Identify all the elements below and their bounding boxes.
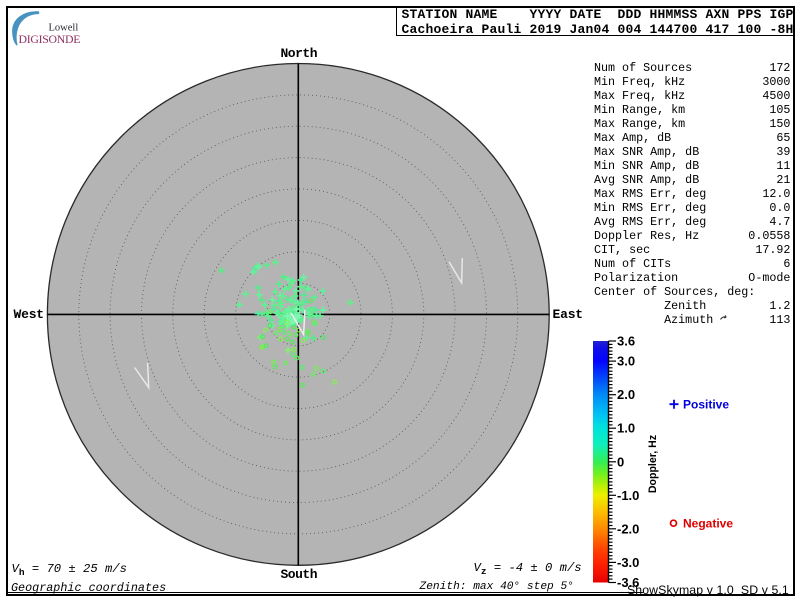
svg-text:-3.0: -3.0: [617, 555, 639, 570]
svg-text:-1.0: -1.0: [617, 488, 639, 503]
svg-text:Negative: Negative: [683, 517, 733, 531]
svg-text:3.6: 3.6: [617, 334, 635, 349]
svg-text:1.0: 1.0: [617, 421, 635, 436]
svg-text:Doppler, Hz: Doppler, Hz: [647, 435, 659, 493]
svg-text:-3.6: -3.6: [617, 575, 639, 590]
svg-text:0: 0: [617, 454, 624, 469]
svg-text:2.0: 2.0: [617, 387, 635, 402]
svg-text:DIGISONDE: DIGISONDE: [19, 32, 81, 46]
svg-text:Lowell: Lowell: [49, 23, 79, 34]
svg-text:Positive: Positive: [683, 398, 729, 412]
svg-text:3.0: 3.0: [617, 354, 635, 369]
svg-text:-2.0: -2.0: [617, 521, 639, 536]
